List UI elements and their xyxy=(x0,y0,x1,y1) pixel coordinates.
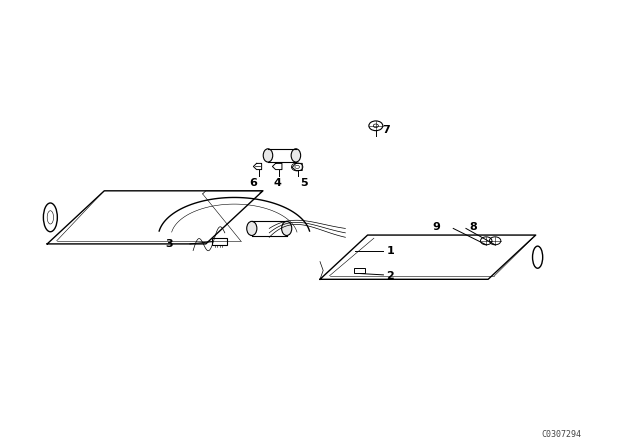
Text: 7: 7 xyxy=(382,125,390,135)
Ellipse shape xyxy=(263,149,273,162)
Ellipse shape xyxy=(247,221,257,236)
Text: 4: 4 xyxy=(273,178,282,189)
Text: 5: 5 xyxy=(300,178,308,189)
Text: 2: 2 xyxy=(387,271,394,281)
Text: 9: 9 xyxy=(433,222,440,232)
Text: 3: 3 xyxy=(165,239,173,249)
Text: C0307294: C0307294 xyxy=(541,430,581,439)
Text: 6: 6 xyxy=(250,178,257,189)
Ellipse shape xyxy=(291,149,301,162)
Text: 8: 8 xyxy=(469,222,477,232)
Ellipse shape xyxy=(282,221,292,236)
Text: 1: 1 xyxy=(387,246,394,255)
